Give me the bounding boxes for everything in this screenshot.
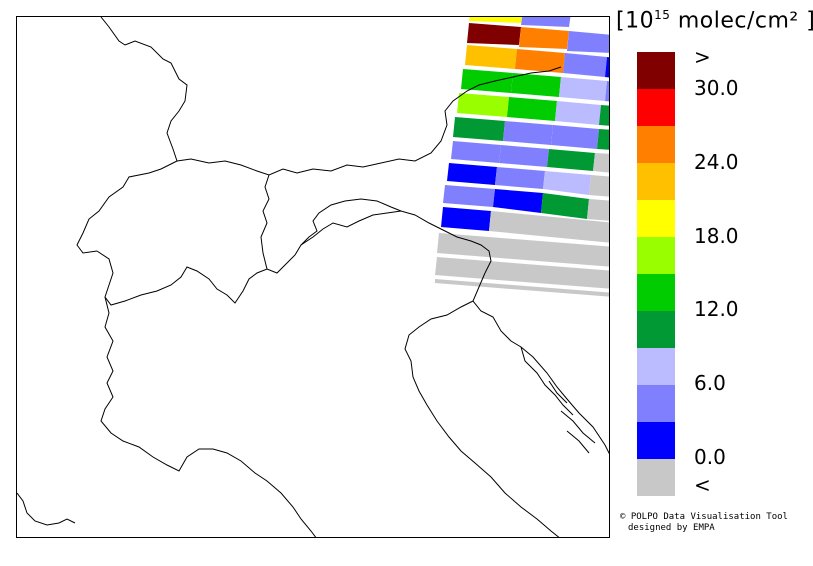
swath-pixel: [499, 145, 549, 167]
swath-pixel: [551, 125, 599, 149]
swath-pixel: [507, 97, 557, 121]
swath-pixel: [495, 167, 545, 189]
credit-text: © POLPO Data Visualisation Tool designed…: [620, 512, 788, 534]
legend-swatch: [637, 163, 675, 200]
swath-pixel: [593, 153, 609, 173]
swath-pixel: [469, 17, 522, 23]
country-borders: [17, 17, 609, 537]
legend-tick-label: 12.0: [694, 297, 739, 321]
legend-tick-label: 30.0: [694, 76, 739, 100]
border-line: [566, 430, 590, 454]
swath-pixel: [435, 279, 609, 297]
swath-pixel: [541, 193, 589, 219]
swath-pixel: [547, 149, 595, 171]
border-line: [96, 210, 492, 306]
swath-pixel: [465, 45, 517, 69]
legend-tick-label: 0.0: [694, 445, 726, 469]
swath-pixel: [467, 23, 521, 45]
border-line: [100, 296, 317, 537]
border-line: [300, 198, 402, 246]
legend-swatch: [637, 348, 675, 385]
swath-pixel: [587, 199, 609, 221]
border-line: [100, 17, 188, 162]
swath-pixel: [457, 93, 509, 117]
swath-pixel: [441, 207, 491, 231]
unit-label: [1015 molec/cm² ]: [616, 8, 813, 34]
border-line: [17, 492, 76, 526]
swath-pixel: [451, 141, 501, 163]
swath-pixel: [555, 101, 601, 125]
swath-pixel: [503, 121, 553, 145]
border-line: [260, 174, 270, 270]
border-line: [560, 410, 596, 444]
swath-pixel: [559, 77, 607, 101]
swath-pixel: [599, 105, 609, 126]
swath-pixel: [515, 49, 565, 73]
satellite-swaths: [435, 17, 609, 297]
legend-swatch: [637, 200, 675, 237]
map-canvas: [17, 17, 609, 537]
swath-pixel: [597, 129, 609, 150]
swath-pixel: [489, 211, 609, 243]
swath-pixel: [461, 69, 513, 93]
credit-line-1: © POLPO Data Visualisation Tool: [620, 512, 788, 522]
legend-tick-label: <: [694, 473, 711, 497]
legend-swatch: [637, 459, 675, 496]
swath-pixel: [511, 73, 561, 97]
border-line: [548, 380, 568, 404]
legend-swatch: [637, 422, 675, 459]
swath-pixel: [567, 31, 609, 53]
swath-pixel: [493, 189, 543, 213]
swath-pixel: [521, 17, 571, 27]
swath-pixel: [519, 27, 569, 49]
swath-pixel: [435, 257, 609, 289]
swath-pixel: [447, 163, 497, 185]
border-line: [404, 300, 560, 537]
border-line: [76, 160, 178, 254]
swath-pixel: [443, 185, 495, 207]
swath-pixel: [589, 175, 609, 197]
credit-line-2: designed by EMPA: [628, 523, 715, 533]
border-line: [176, 66, 562, 176]
swath-pixel: [605, 57, 609, 78]
border-line: [520, 346, 574, 416]
legend-swatch: [637, 237, 675, 274]
color-legend: [637, 52, 675, 496]
legend-swatch: [637, 274, 675, 311]
legend-swatch: [637, 89, 675, 126]
swath-pixel: [543, 171, 591, 195]
swath-pixel: [605, 81, 609, 102]
legend-tick-label: 24.0: [694, 150, 739, 174]
swath-pixel: [437, 233, 609, 267]
legend-swatch: [637, 126, 675, 163]
legend-swatch: [637, 385, 675, 422]
legend-swatch: [637, 311, 675, 348]
legend-tick-label: 18.0: [694, 224, 739, 248]
border-line: [472, 272, 609, 455]
swath-pixel: [453, 117, 505, 141]
map-panel: [16, 16, 610, 538]
legend-swatch: [637, 52, 675, 89]
legend-tick-label: >: [694, 45, 711, 69]
swath-pixel: [563, 53, 607, 77]
legend-tick-label: 6.0: [694, 371, 726, 395]
